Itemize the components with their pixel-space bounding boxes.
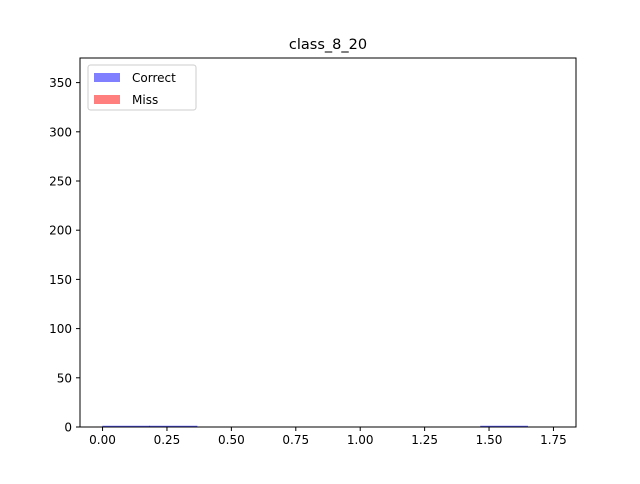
y-tick-label: 150 [49,273,72,287]
x-tick-label: 0.25 [154,433,181,447]
x-tick-label: 1.50 [476,433,503,447]
legend-swatch-miss [94,95,120,104]
y-tick-label: 350 [49,76,72,90]
y-tick-label: 200 [49,224,72,238]
x-tick-label: 0.00 [89,433,116,447]
y-tick-label: 50 [57,371,72,385]
x-tick-label: 0.50 [218,433,245,447]
legend-swatch-correct [94,73,120,82]
x-tick-label: 1.00 [347,433,374,447]
y-tick-label: 250 [49,175,72,189]
x-tick-label: 1.25 [411,433,438,447]
x-tick-label: 1.75 [540,433,567,447]
x-tick-label: 0.75 [282,433,309,447]
plot-frame [79,57,577,428]
chart-title: class_8_20 [289,37,367,53]
legend: Correct Miss [87,64,197,111]
axes-layer: 0.00 0.25 0.50 0.75 1.00 1.25 1.50 1.75 0 50 100 15… [49,57,577,447]
legend-label-correct: Correct [132,71,176,85]
y-tick-label: 300 [49,125,72,139]
y-tick-label: 0 [64,421,72,435]
y-tick-label: 100 [49,322,72,336]
legend-label-miss: Miss [132,93,158,107]
